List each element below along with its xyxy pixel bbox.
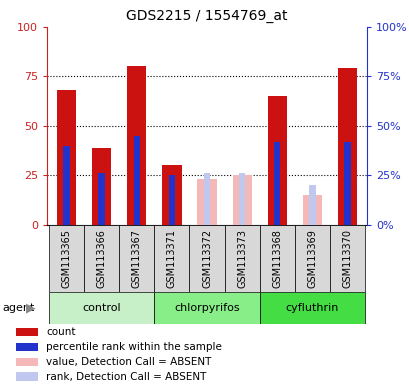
Bar	[16, 343, 38, 351]
Bar	[337, 68, 356, 225]
Text: count: count	[46, 327, 75, 337]
Text: GSM113369: GSM113369	[307, 229, 317, 288]
Text: agent: agent	[2, 303, 34, 313]
Text: chlorpyrifos: chlorpyrifos	[174, 303, 239, 313]
Bar	[224, 225, 259, 292]
Bar	[238, 173, 245, 225]
Bar	[232, 175, 251, 225]
Bar	[329, 225, 364, 292]
Bar	[92, 147, 111, 225]
Text: ▶: ▶	[26, 302, 35, 314]
Bar	[16, 328, 38, 336]
Bar	[16, 358, 38, 366]
Bar	[154, 225, 189, 292]
Bar	[259, 292, 364, 324]
Bar	[98, 173, 105, 225]
Bar	[302, 195, 321, 225]
Bar	[133, 136, 139, 225]
Bar	[63, 146, 70, 225]
Bar	[169, 175, 175, 225]
Text: GSM113366: GSM113366	[97, 229, 106, 288]
Bar	[84, 225, 119, 292]
Bar	[203, 173, 210, 225]
Text: GSM113371: GSM113371	[166, 229, 176, 288]
Text: control: control	[82, 303, 121, 313]
Text: value, Detection Call = ABSENT: value, Detection Call = ABSENT	[46, 357, 211, 367]
Text: rank, Detection Call = ABSENT: rank, Detection Call = ABSENT	[46, 372, 206, 382]
Text: GSM113368: GSM113368	[272, 229, 282, 288]
Bar	[119, 225, 154, 292]
Bar	[189, 225, 224, 292]
Text: cyfluthrin: cyfluthrin	[285, 303, 338, 313]
Bar	[197, 179, 216, 225]
Bar	[154, 292, 259, 324]
Text: GSM113365: GSM113365	[61, 229, 71, 288]
Bar	[267, 96, 286, 225]
Bar	[344, 142, 350, 225]
Bar	[274, 142, 280, 225]
Bar	[57, 90, 76, 225]
Bar	[16, 372, 38, 381]
Text: GSM113373: GSM113373	[237, 229, 247, 288]
Bar	[294, 225, 329, 292]
Bar	[259, 225, 294, 292]
Bar	[127, 66, 146, 225]
Text: GSM113372: GSM113372	[202, 229, 211, 288]
Text: GSM113367: GSM113367	[131, 229, 142, 288]
Text: GSM113370: GSM113370	[342, 229, 352, 288]
Title: GDS2215 / 1554769_at: GDS2215 / 1554769_at	[126, 9, 287, 23]
Text: percentile rank within the sample: percentile rank within the sample	[46, 342, 221, 352]
Bar	[162, 166, 181, 225]
Bar	[308, 185, 315, 225]
Bar	[49, 292, 154, 324]
Bar	[49, 225, 84, 292]
